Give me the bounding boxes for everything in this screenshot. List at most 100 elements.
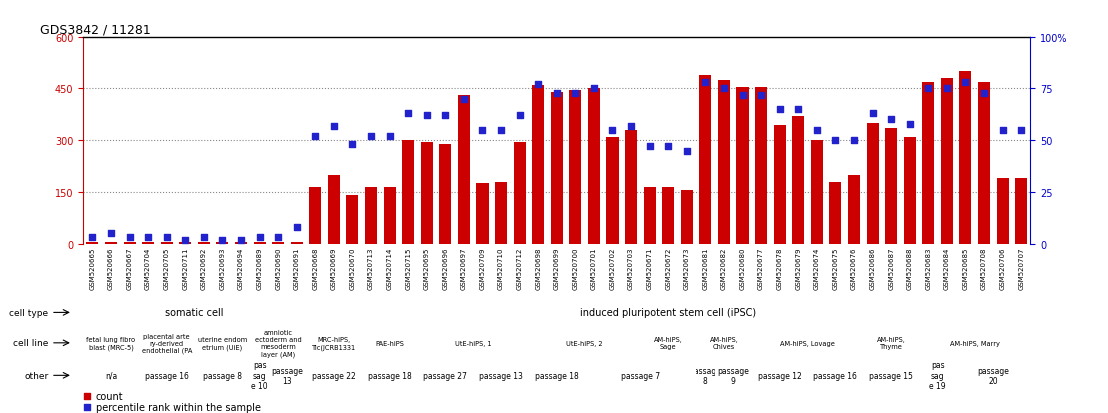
Text: GSM520670: GSM520670 — [349, 247, 356, 289]
Bar — [235, 242, 247, 244]
Text: UtE-hiPS, 1: UtE-hiPS, 1 — [455, 340, 492, 346]
Text: GSM520676: GSM520676 — [851, 247, 856, 289]
Point — [975, 90, 993, 97]
Point — [232, 237, 249, 243]
Point — [121, 235, 138, 241]
Text: GSM520674: GSM520674 — [813, 247, 820, 289]
Text: passage 16: passage 16 — [813, 371, 858, 380]
Point — [530, 82, 547, 88]
Text: other: other — [24, 371, 49, 380]
Point — [659, 144, 677, 150]
Point — [455, 96, 473, 103]
Bar — [383, 188, 396, 244]
Point — [771, 107, 789, 113]
Text: GSM520684: GSM520684 — [944, 247, 950, 289]
Text: placental arte
ry-derived
endothelial (PA: placental arte ry-derived endothelial (P… — [142, 333, 192, 353]
Point — [102, 230, 120, 237]
Point — [399, 111, 417, 117]
Bar — [755, 88, 767, 244]
Bar — [848, 175, 860, 244]
Text: GSM520706: GSM520706 — [999, 247, 1006, 289]
Text: pas
sag
e 10: pas sag e 10 — [252, 361, 268, 390]
Bar — [680, 191, 692, 244]
Text: GSM520704: GSM520704 — [145, 247, 151, 289]
Point — [789, 107, 807, 113]
Text: MRC-hiPS,
Tic(JCRB1331: MRC-hiPS, Tic(JCRB1331 — [311, 336, 356, 350]
Bar — [532, 86, 544, 244]
Point — [157, 235, 175, 241]
Text: GSM520668: GSM520668 — [312, 247, 318, 289]
Point — [195, 235, 213, 241]
Text: GSM520691: GSM520691 — [294, 247, 300, 289]
Text: GSM520698: GSM520698 — [535, 247, 541, 289]
Point — [326, 244, 343, 250]
Bar — [978, 82, 991, 244]
Bar — [941, 79, 953, 244]
Bar — [161, 242, 173, 244]
Bar — [365, 188, 377, 244]
Point — [1013, 127, 1030, 134]
Text: passage 22: passage 22 — [312, 371, 356, 380]
Text: GSM520699: GSM520699 — [554, 247, 560, 289]
Text: amniotic
ectoderm and
mesoderm
layer (AM): amniotic ectoderm and mesoderm layer (AM… — [255, 329, 301, 357]
Point — [176, 237, 194, 243]
Text: GSM520683: GSM520683 — [925, 247, 932, 289]
Point — [994, 127, 1012, 134]
Point — [511, 113, 529, 119]
Text: GSM520700: GSM520700 — [573, 247, 578, 289]
Bar — [458, 96, 470, 244]
Text: passage
20: passage 20 — [977, 366, 1009, 385]
Text: GSM520697: GSM520697 — [461, 247, 466, 289]
Point — [250, 235, 268, 241]
Point — [437, 113, 454, 119]
Text: GSM520701: GSM520701 — [591, 247, 597, 289]
Text: passage 15: passage 15 — [869, 371, 913, 380]
Text: UtE-hiPS, 2: UtE-hiPS, 2 — [566, 340, 603, 346]
Text: PAE-hiPS: PAE-hiPS — [376, 340, 404, 346]
Text: n/a: n/a — [105, 371, 117, 380]
Text: GSM520703: GSM520703 — [628, 247, 634, 289]
Point — [697, 80, 715, 86]
Bar — [866, 123, 879, 244]
Text: GSM520694: GSM520694 — [238, 247, 244, 289]
Text: GSM520686: GSM520686 — [870, 247, 875, 289]
Text: GSM520685: GSM520685 — [963, 247, 968, 289]
Text: GSM520696: GSM520696 — [442, 247, 449, 289]
Text: passage 8: passage 8 — [203, 371, 242, 380]
Text: uterine endom
etrium (UiE): uterine endom etrium (UiE) — [198, 336, 247, 350]
Text: GSM520712: GSM520712 — [516, 247, 523, 289]
Bar — [198, 242, 209, 244]
Text: GSM520708: GSM520708 — [981, 247, 987, 289]
Point — [863, 111, 881, 117]
Text: GSM520692: GSM520692 — [201, 247, 207, 289]
Text: GSM520695: GSM520695 — [423, 247, 430, 289]
Bar — [773, 125, 786, 244]
Point — [492, 127, 510, 134]
Text: passage
8: passage 8 — [689, 366, 721, 385]
Text: GSM520690: GSM520690 — [275, 247, 281, 289]
Bar — [737, 88, 749, 244]
Point — [325, 123, 342, 130]
Bar — [922, 82, 934, 244]
Bar — [216, 242, 228, 244]
Text: GSM520677: GSM520677 — [758, 247, 765, 289]
Bar — [830, 182, 841, 244]
Bar — [514, 142, 525, 244]
Text: GSM520702: GSM520702 — [609, 247, 616, 289]
Point — [733, 92, 751, 99]
Text: cell type: cell type — [9, 308, 49, 317]
Point — [604, 127, 622, 134]
Point — [307, 133, 325, 140]
Text: GSM520669: GSM520669 — [331, 247, 337, 289]
Text: count: count — [96, 391, 123, 401]
Point — [901, 121, 919, 128]
Bar — [402, 141, 414, 244]
Point — [882, 117, 900, 123]
Bar — [960, 72, 972, 244]
Point — [715, 86, 732, 93]
Bar — [309, 188, 321, 244]
Text: GSM520681: GSM520681 — [702, 247, 708, 289]
Point — [640, 144, 658, 150]
Text: GSM520679: GSM520679 — [796, 247, 801, 289]
Text: passage
13: passage 13 — [271, 366, 304, 385]
